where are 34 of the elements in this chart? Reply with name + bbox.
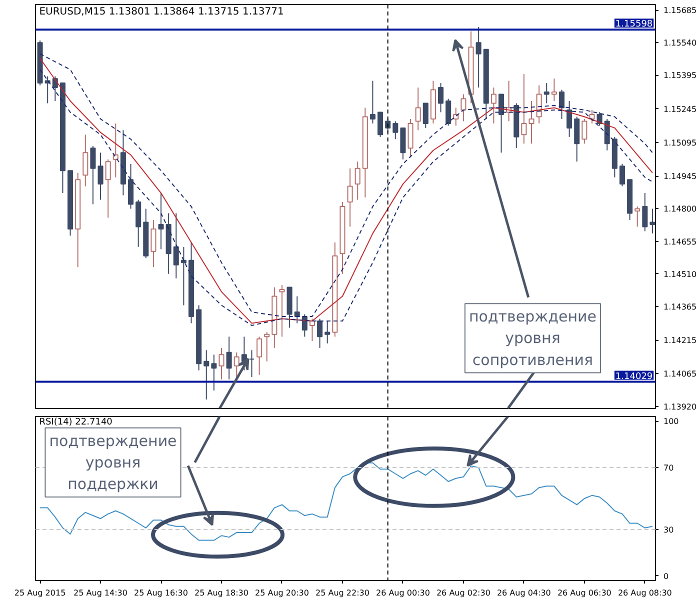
y-tick-label: 1.15095 [664, 138, 697, 148]
y-tick-label: 100 [664, 417, 679, 426]
x-tick-label: 25 Aug 16:30 [134, 588, 188, 598]
annotation: подтверждение уровня поддержки [49, 432, 177, 494]
x-tick-label: 26 Aug 04:30 [496, 588, 551, 598]
x-tick-label: 26 Aug 06:30 [557, 588, 612, 598]
x-tick-label: 26 Aug 00:30 [376, 588, 430, 598]
y-tick-label: 1.15540 [664, 38, 697, 48]
y-tick-label: 1.14215 [664, 336, 697, 346]
x-tick-label: 25 Aug 18:30 [194, 588, 248, 598]
x-tick-label: 26 Aug 02:30 [436, 588, 490, 598]
y-tick-label: 70 [664, 464, 674, 473]
y-tick-label: 1.15245 [664, 104, 697, 114]
y-tick-label: 1.15685 [664, 6, 697, 16]
y-tick-label: 1.13920 [664, 402, 697, 412]
y-tick-label: 0 [664, 572, 669, 581]
chart-title: EURUSD,M15 1.13801 1.13864 1.13715 1.13771 [39, 6, 284, 18]
y-tick-label: 1.14945 [664, 172, 697, 182]
y-tick-label: 1.15395 [664, 71, 697, 80]
x-tick-label: 26 Aug 08:30 [618, 588, 672, 598]
annotation: подтверждение уровня сопротивления [468, 308, 597, 369]
y-tick-label: 1.14510 [664, 270, 697, 279]
x-tick-label: 25 Aug 20:30 [255, 588, 309, 598]
x-tick-label: 25 Aug 14:30 [74, 588, 128, 598]
x-tick-label: 25 Aug 22:30 [316, 588, 370, 598]
y-tick-label: 1.14065 [664, 370, 697, 379]
y-tick-label: 30 [664, 525, 674, 534]
y-tick-label: 1.14365 [664, 302, 697, 312]
y-tick-label: 1.14800 [664, 204, 697, 214]
ref-line-label: 1.15598 [615, 20, 653, 30]
ref-line-label: 1.14029 [615, 372, 653, 382]
x-tick-label: 25 Aug 2015 [14, 588, 66, 598]
y-tick-label: 1.14655 [664, 237, 697, 246]
chart-title: RSI(14) 22.7140 [39, 417, 113, 428]
